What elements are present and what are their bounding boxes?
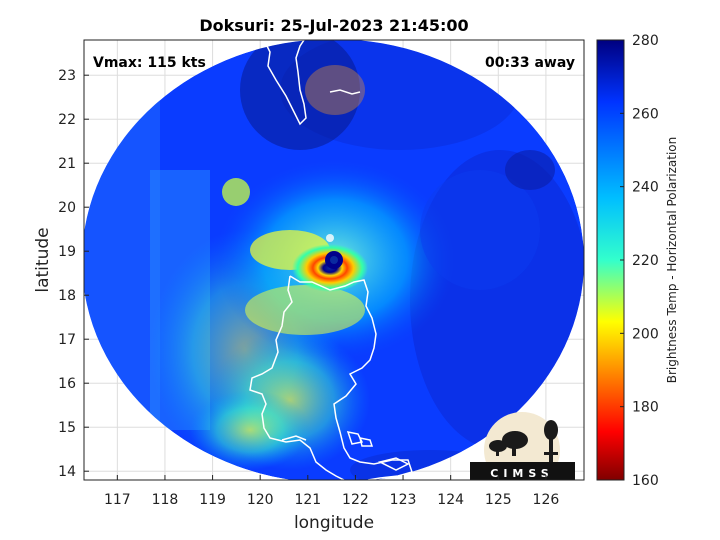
- x-tick-label: 119: [199, 492, 226, 508]
- colorbar-tick-label: 160: [632, 473, 659, 489]
- colorbar: 160 180 200 220 240 260 280 Brightness Temp - …: [596, 33, 679, 489]
- x-tick-label: 124: [437, 492, 464, 508]
- colorbar-tick-label: 260: [632, 106, 659, 122]
- colorbar-tick-label: 280: [632, 33, 659, 49]
- y-axis-label: latitude: [33, 227, 53, 292]
- x-tick-label: 122: [342, 492, 369, 508]
- tb-swath: [84, 40, 584, 480]
- x-tick-label: 120: [247, 492, 274, 508]
- y-tick-label: 20: [58, 200, 76, 216]
- colorbar-label: Brightness Temp - Horizontal Polarizatio…: [665, 137, 679, 384]
- cimss-logo: CIMSS: [470, 412, 575, 480]
- y-tick-label: 14: [58, 464, 76, 480]
- colorbar-ticks: 160 180 200 220 240 260 280: [620, 33, 659, 489]
- y-tick-label: 21: [58, 156, 76, 172]
- x-tick-label: 123: [390, 492, 417, 508]
- colorbar-tick-label: 220: [632, 253, 659, 269]
- y-axis: 14 15 16 17 18 19 20 21 22 23: [58, 68, 89, 480]
- x-tick-label: 121: [294, 492, 321, 508]
- y-tick-label: 16: [58, 376, 76, 392]
- plot-area: CIMSS Vmax: 115 kts 00:33 away: [84, 40, 584, 480]
- coastline: [249, 40, 413, 480]
- colorbar-tick-label: 200: [632, 326, 659, 342]
- x-axis: 117 118 119 120 121 122 123 124 125 126: [104, 475, 559, 508]
- y-tick-label: 22: [58, 112, 76, 128]
- chart-title: Doksuri: 25-Jul-2023 21:45:00: [199, 16, 468, 35]
- y-tick-label: 18: [58, 288, 76, 304]
- y-tick-label: 15: [58, 420, 76, 436]
- x-tick-label: 118: [152, 492, 179, 508]
- colorbar-tick-label: 180: [632, 400, 659, 416]
- time-away-annotation: 00:33 away: [485, 55, 575, 71]
- x-tick-label: 126: [533, 492, 560, 508]
- svg-text:CIMSS: CIMSS: [490, 467, 553, 480]
- x-tick-label: 125: [485, 492, 512, 508]
- axes-frame: [83, 39, 585, 481]
- x-tick-label: 117: [104, 492, 131, 508]
- vmax-annotation: Vmax: 115 kts: [93, 55, 206, 71]
- colorbar-tick-label: 240: [632, 180, 659, 196]
- y-tick-label: 23: [58, 68, 76, 84]
- y-tick-label: 19: [58, 244, 76, 260]
- y-tick-label: 17: [58, 332, 76, 348]
- x-axis-label: longitude: [294, 513, 374, 533]
